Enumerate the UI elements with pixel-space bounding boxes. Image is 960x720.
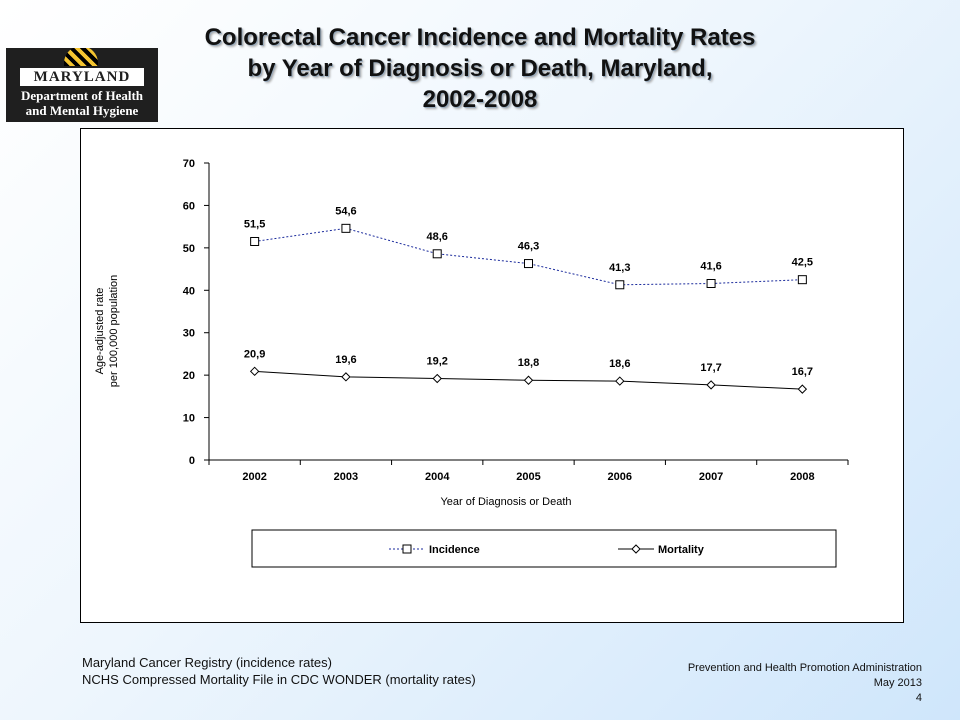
slide-title: Colorectal Cancer Incidence and Mortalit… — [170, 22, 790, 115]
slide-footer: Prevention and Health Promotion Administ… — [688, 661, 922, 706]
slide-page-number: 4 — [915, 692, 922, 704]
legend-marker-incidence — [402, 544, 412, 554]
y-tick-label: 20 — [183, 370, 195, 382]
data-point-mortality — [797, 384, 808, 394]
data-label-incidence: 41,3 — [609, 262, 630, 274]
y-tick-label: 10 — [183, 413, 195, 425]
y-tick-label: 30 — [183, 328, 195, 340]
y-tick-label: 40 — [183, 285, 195, 297]
data-label-mortality: 17,7 — [700, 362, 721, 374]
data-label-mortality: 19,6 — [335, 354, 356, 366]
data-label-incidence: 46,3 — [518, 241, 539, 253]
data-label-mortality: 18,6 — [609, 358, 630, 370]
footer-organization: Prevention and Health Promotion Administ… — [687, 662, 922, 674]
y-axis-label-line1: Age-adjusted rate — [94, 288, 106, 375]
x-tick-label: 2003 — [334, 471, 358, 483]
data-label-incidence: 41,6 — [700, 260, 721, 272]
chart-series: 51,5 54,6 48,6 46,3 41,3 41,6 42,5 20,9 19,6 19,2… — [244, 205, 813, 394]
maryland-dhmh-logo: MARYLAND Department of Health and Mental… — [6, 48, 158, 122]
data-label-mortality: 20,9 — [244, 348, 265, 360]
chart-area: 0 10 20 30 40 50 60 70 2002 2003 2004 2005 2006 2007… — [80, 128, 904, 623]
data-sources: Maryland Cancer Registry (incidence rate… — [82, 654, 476, 688]
logo-department-line1: Department of Health — [20, 88, 144, 103]
data-point-incidence — [250, 236, 260, 246]
x-tick-label: 2005 — [516, 471, 540, 483]
title-line-1: Colorectal Cancer Incidence and Mortalit… — [204, 24, 756, 51]
y-tick-label: 0 — [189, 455, 195, 467]
data-point-mortality — [706, 380, 716, 390]
data-point-mortality — [615, 376, 625, 386]
x-tick-label: 2004 — [425, 471, 450, 483]
series-line-incidence — [254, 227, 803, 286]
data-point-mortality — [249, 366, 260, 377]
series-mortality: 20,9 19,6 19,2 18,8 18,6 17,7 16,7 — [244, 348, 813, 394]
data-label-incidence: 51,5 — [244, 218, 265, 230]
line-chart: 0 10 20 30 40 50 60 70 2002 2003 2004 2005 2006 2007… — [94, 158, 849, 568]
data-point-incidence — [797, 275, 807, 285]
x-tick-label: 2008 — [790, 471, 814, 483]
data-label-mortality: 19,2 — [427, 356, 448, 368]
legend-label-incidence: Incidence — [429, 544, 480, 556]
maryland-flag-seal-icon — [64, 48, 98, 66]
source-line-1: Maryland Cancer Registry (incidence rate… — [82, 655, 332, 670]
x-axis-label: Year of Diagnosis or Death — [440, 496, 571, 508]
legend-box — [251, 529, 837, 568]
legend-marker-mortality — [631, 544, 641, 554]
data-point-incidence — [615, 280, 625, 290]
logo-department-line2: and Mental Hygiene — [25, 103, 139, 118]
x-tick-label: 2002 — [242, 471, 266, 483]
title-line-2: by Year of Diagnosis or Death, Maryland, — [247, 55, 713, 82]
chart-axes — [208, 163, 848, 461]
data-label-incidence: 54,6 — [335, 205, 356, 217]
series-incidence: 51,5 54,6 48,6 46,3 41,3 41,6 42,5 — [244, 205, 813, 290]
chart-legend: Incidence Mortality — [251, 529, 837, 568]
y-tick-label: 70 — [183, 158, 195, 170]
data-point-incidence — [432, 249, 442, 259]
data-label-incidence: 48,6 — [427, 231, 448, 243]
footer-date: May 2013 — [873, 677, 922, 689]
logo-state-name: MARYLAND — [20, 68, 144, 86]
x-axis-ticks: 2002 2003 2004 2005 2006 2007 2008 — [208, 460, 849, 483]
data-label-incidence: 42,5 — [792, 257, 813, 269]
data-point-incidence — [706, 278, 716, 288]
legend-label-mortality: Mortality — [658, 544, 705, 556]
data-point-mortality — [523, 375, 534, 385]
x-tick-label: 2006 — [608, 471, 632, 483]
y-axis-label-line2: per 100,000 population — [108, 275, 120, 388]
data-point-mortality — [432, 373, 442, 384]
data-point-incidence — [524, 259, 533, 269]
source-line-2: NCHS Compressed Mortality File in CDC WO… — [82, 672, 476, 687]
x-tick-label: 2007 — [699, 471, 723, 483]
y-tick-label: 60 — [183, 200, 195, 212]
title-line-3: 2002-2008 — [422, 86, 538, 113]
y-axis-ticks: 0 10 20 30 40 50 60 70 — [183, 158, 209, 467]
data-point-mortality — [341, 372, 351, 382]
data-point-incidence — [341, 223, 351, 233]
y-tick-label: 50 — [183, 243, 195, 255]
data-label-mortality: 16,7 — [792, 366, 813, 378]
data-label-mortality: 18,8 — [518, 357, 539, 369]
